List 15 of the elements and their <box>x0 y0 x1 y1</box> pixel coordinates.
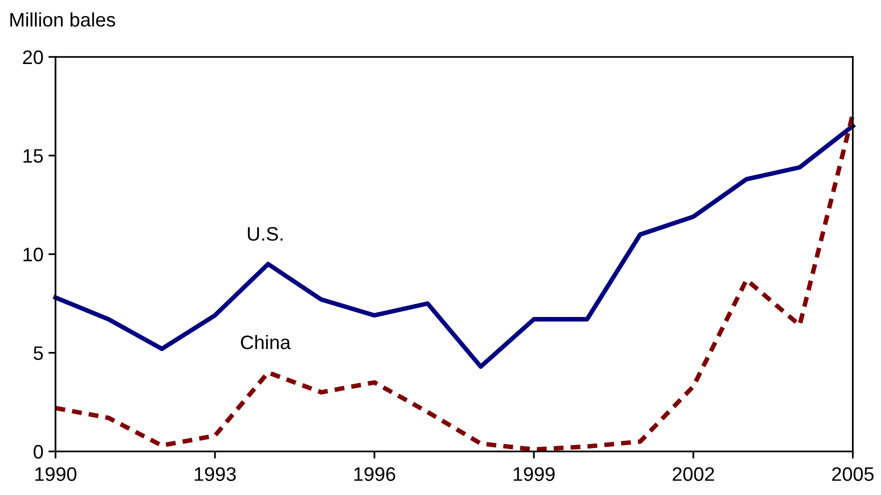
x-tick-label: 1999 <box>514 467 555 481</box>
y-tick-label: 5 <box>34 346 43 360</box>
x-tick-label: 2002 <box>672 467 714 481</box>
line-series <box>53 124 856 369</box>
series-label: China <box>240 334 291 350</box>
x-tick-label: 2005 <box>832 467 874 481</box>
y-axis-title: Million bales <box>10 12 116 27</box>
x-tick-label: 1990 <box>35 467 76 481</box>
y-tick-label: 15 <box>24 149 43 163</box>
y-tick-label: 0 <box>34 444 43 459</box>
x-tick-label: 1996 <box>354 467 396 481</box>
y-tick-label: 20 <box>23 50 43 64</box>
y-tick-label: 10 <box>24 248 43 262</box>
x-tick-label: 1993 <box>194 467 236 481</box>
series-label: U.S. <box>248 226 282 241</box>
